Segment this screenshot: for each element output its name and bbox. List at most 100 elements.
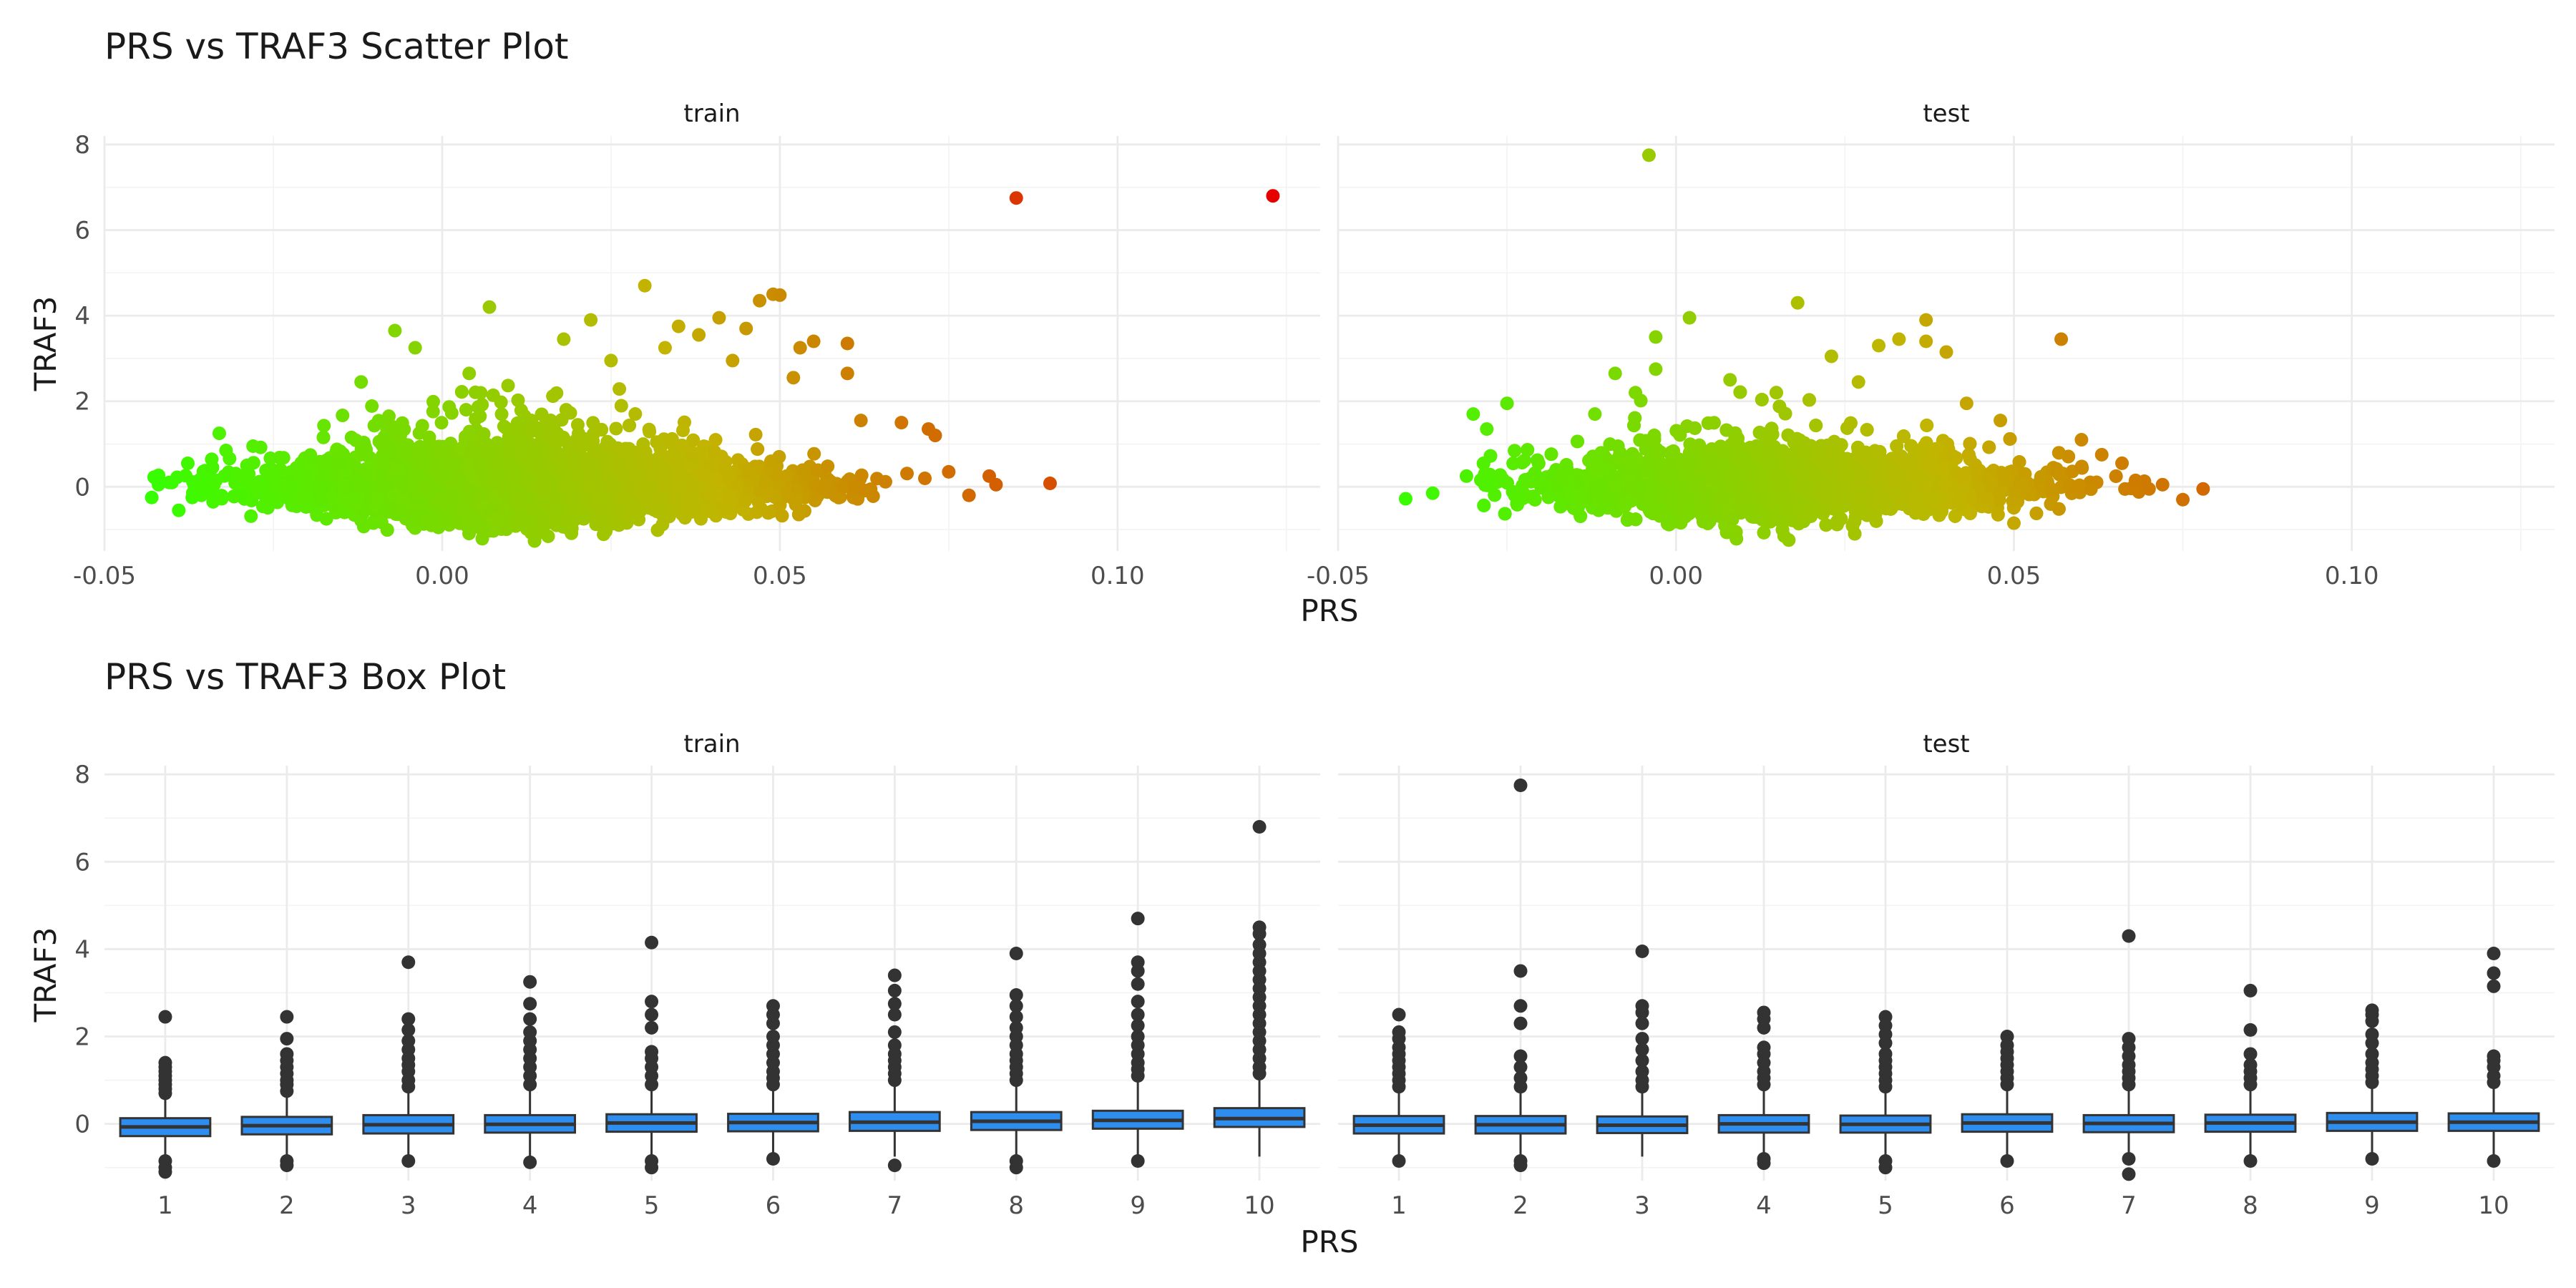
scatter-point <box>212 426 226 441</box>
scatter-point <box>708 433 723 447</box>
scatter-point <box>319 454 333 468</box>
scatter-xlabel: PRS <box>1300 593 1358 628</box>
scatter-point <box>375 438 389 452</box>
scatter-point <box>918 471 932 485</box>
box-strip-test: test <box>1923 730 1969 758</box>
y-tick-label: 8 <box>74 131 90 160</box>
scatter-point <box>501 379 515 393</box>
scatter-panel-test: -0.05 0.00 0.05 0.10 <box>1307 136 2555 590</box>
scatter-point <box>233 489 248 503</box>
scatter-point <box>152 477 166 492</box>
scatter-point <box>675 424 690 438</box>
scatter-point <box>454 385 469 399</box>
scatter-point <box>854 468 869 482</box>
scatter-point <box>900 467 914 481</box>
scatter-point <box>494 407 509 421</box>
scatter-point <box>641 482 655 497</box>
scatter-point <box>692 328 706 342</box>
scatter-point <box>380 523 394 537</box>
scatter-point <box>375 449 389 463</box>
scatter-ylabel: TRAF3 <box>28 296 63 392</box>
scatter-point <box>384 419 399 434</box>
scatter-point <box>671 319 686 333</box>
scatter-point <box>517 516 532 530</box>
scatter-point <box>415 419 429 433</box>
y-tick-label: 6 <box>74 217 90 245</box>
scatter-point <box>462 366 477 381</box>
scatter-point <box>303 448 318 462</box>
scatter-point <box>491 512 505 527</box>
scatter-point <box>341 494 356 509</box>
scatter-point <box>836 480 850 494</box>
scatter-point <box>786 371 801 385</box>
scatter-point <box>434 416 449 430</box>
x-tick-label: 0.10 <box>1091 562 1145 590</box>
x-tick-label: 0.00 <box>1649 562 1703 590</box>
scatter-point <box>180 457 195 471</box>
scatter-point <box>731 453 745 467</box>
scatter-point <box>614 399 628 413</box>
scatter-point <box>807 447 821 461</box>
scatter-point <box>703 504 718 519</box>
scatter-point <box>609 421 623 436</box>
scatter-point <box>547 421 561 435</box>
scatter-point <box>367 419 381 433</box>
box-xlabel: PRS <box>1300 1224 1358 1259</box>
scatter-point <box>562 513 577 527</box>
scatter-point <box>358 442 373 457</box>
scatter-point <box>561 477 575 492</box>
x-tick-label: 0.10 <box>2325 562 2379 590</box>
scatter-point <box>584 313 598 327</box>
scatter-point <box>165 475 179 489</box>
scatter-point <box>546 389 560 404</box>
scatter-point <box>366 516 381 530</box>
scatter-point <box>521 498 535 512</box>
scatter-point <box>878 474 892 489</box>
scatter-point <box>354 375 369 389</box>
scatter-point <box>244 509 258 523</box>
scatter-point <box>604 353 618 368</box>
scatter-point <box>316 430 331 444</box>
scatter-point <box>468 385 482 399</box>
scatter-point <box>442 517 457 532</box>
scatter-point <box>215 489 229 503</box>
scatter-point <box>575 511 589 525</box>
scatter-point <box>670 492 685 507</box>
x-tick-label: 0.00 <box>415 562 469 590</box>
scatter-point <box>246 439 260 454</box>
y-tick-label: 2 <box>74 388 90 416</box>
scatter-point <box>962 488 976 502</box>
scatter-point <box>424 483 438 497</box>
scatter-point <box>476 486 490 500</box>
scatter-point <box>613 382 627 396</box>
scatter-point <box>584 475 598 489</box>
scatter-point <box>365 399 379 413</box>
scatter-point <box>798 466 812 480</box>
scatter-point <box>791 507 806 522</box>
scatter-point <box>1009 191 1023 205</box>
scatter-point <box>494 395 508 409</box>
scatter-point <box>622 419 636 433</box>
scatter-point <box>758 476 773 490</box>
y-tick-label: 4 <box>74 302 90 331</box>
scatter-point <box>298 486 313 500</box>
scatter-title: PRS vs TRAF3 Scatter Plot <box>104 26 569 67</box>
scatter-point <box>250 485 265 499</box>
scatter-point <box>273 451 287 465</box>
scatter-point <box>510 416 525 431</box>
scatter-point <box>465 470 479 484</box>
scatter-point <box>570 418 585 432</box>
scatter-point <box>399 442 414 457</box>
scatter-strip-train: train <box>683 99 740 128</box>
scatter-point <box>185 490 200 504</box>
scatter-point <box>595 422 609 436</box>
scatter-point <box>730 477 744 491</box>
scatter-point <box>388 323 402 338</box>
scatter-point <box>209 473 223 487</box>
x-tick-label: 0.05 <box>753 562 807 590</box>
scatter-point <box>821 459 835 474</box>
scatter-point <box>241 472 255 486</box>
scatter-point <box>479 436 493 451</box>
scatter-point <box>482 300 497 314</box>
scatter-point <box>145 490 159 504</box>
